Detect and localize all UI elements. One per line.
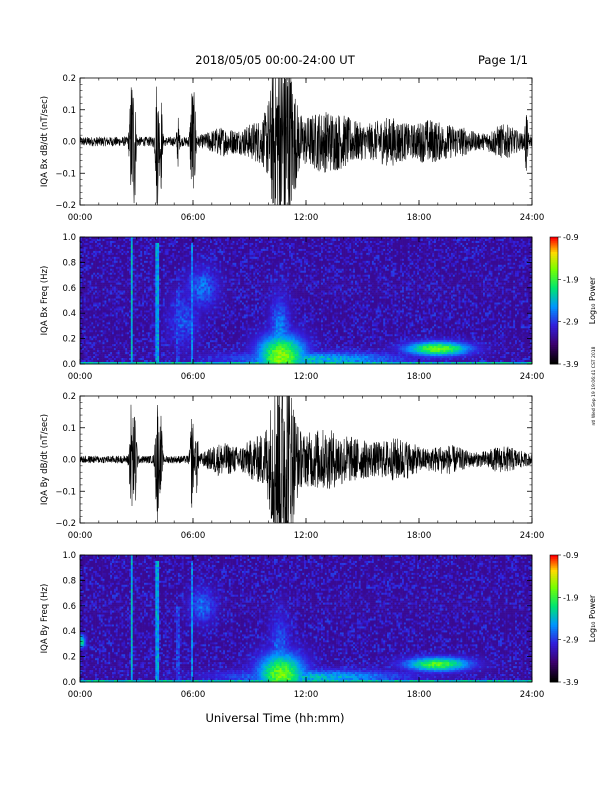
y-tick-label: 0.2	[62, 335, 76, 345]
colorbar-tick-label: -0.9	[563, 233, 579, 242]
y-tick-label: −0.2	[55, 519, 76, 529]
waveform-panel: 00:00 06:00 12:00 18:00 24:00 0.2 0.1 0.0 −0.1 −0…	[40, 74, 544, 223]
x-tick-label: 18:00	[407, 531, 432, 541]
y-tick-label: 0.1	[62, 424, 76, 434]
page-title: 2018/05/05 00:00-24:00 UT	[195, 53, 355, 67]
waveform-panel: 00:00 06:00 12:00 18:00 24:00 0.2 0.1 0.0 −0.1 −0…	[40, 392, 544, 541]
x-tick-label: 12:00	[294, 531, 319, 541]
y-tick-label: 0.6	[62, 284, 76, 294]
y-tick-label: 0.0	[62, 360, 76, 370]
x-tick-label: 12:00	[294, 372, 319, 382]
y-tick-label: 0.8	[62, 258, 76, 268]
heatmap-cells	[80, 237, 532, 364]
y-tick-label: −0.1	[55, 169, 76, 179]
y-tick-label: 0.2	[62, 392, 76, 402]
x-tick-label: 24:00	[520, 372, 545, 382]
y-tick-label: 0.2	[62, 653, 76, 663]
series-line	[80, 396, 532, 523]
side-timestamp: ntl Wed Sep 19 19:06:41 CST 2018	[591, 346, 597, 425]
y-tick-label: 0.4	[62, 309, 76, 319]
colorbar	[550, 555, 558, 682]
x-tick-label: 00:00	[68, 690, 93, 700]
y-tick-label: 0.8	[62, 576, 76, 586]
x-tick-label: 00:00	[68, 531, 93, 541]
y-tick-label: 0.0	[62, 456, 76, 466]
colorbar-tick-label: -3.9	[563, 360, 579, 369]
colorbar-tick-label: -2.9	[563, 318, 579, 327]
heatmap-cells	[80, 555, 532, 682]
y-tick-label: 0.2	[62, 74, 76, 84]
y-tick-label: 0.0	[62, 138, 76, 148]
colorbar-tick-label: -0.9	[563, 551, 579, 560]
spectrogram-panel: -0.9 -1.9 -2.9 -3.9 Log₁₀ Power 00:00 06:00 12:…	[40, 233, 597, 382]
x-tick-label: 24:00	[520, 531, 545, 541]
x-tick-label: 06:00	[181, 213, 206, 223]
panels-group: 00:00 06:00 12:00 18:00 24:00 0.2 0.1 0.0 −0.1 −0…	[40, 74, 597, 700]
x-tick-label: 24:00	[520, 213, 545, 223]
colorbar	[550, 237, 558, 364]
y-tick-label: 0.6	[62, 602, 76, 612]
y-tick-label: −0.1	[55, 487, 76, 497]
y-tick-label: 0.0	[62, 678, 76, 688]
x-tick-label: 18:00	[407, 213, 432, 223]
x-tick-label: 00:00	[68, 213, 93, 223]
colorbar-tick-label: -1.9	[563, 593, 579, 602]
colorbar-tick-label: -2.9	[563, 636, 579, 645]
x-tick-label: 00:00	[68, 372, 93, 382]
x-tick-label: 06:00	[181, 690, 206, 700]
y-axis-title: IQA By dB/dt (nT/sec)	[40, 414, 50, 505]
x-tick-label: 12:00	[294, 213, 319, 223]
colorbar-label: Log₁₀ Power	[588, 594, 597, 642]
x-tick-label: 12:00	[294, 690, 319, 700]
x-tick-label: 18:00	[407, 372, 432, 382]
y-tick-label: −0.2	[55, 201, 76, 211]
x-tick-label: 06:00	[181, 372, 206, 382]
x-tick-label: 06:00	[181, 531, 206, 541]
y-tick-label: 0.1	[62, 106, 76, 116]
page-number-label: Page 1/1	[478, 53, 528, 67]
y-tick-label: 0.4	[62, 627, 76, 637]
x-tick-label: 24:00	[520, 690, 545, 700]
colorbar-label: Log₁₀ Power	[588, 276, 597, 324]
colorbar-tick-label: -3.9	[563, 678, 579, 687]
y-tick-label: 1.0	[62, 233, 76, 243]
spectrogram-panel: -0.9 -1.9 -2.9 -3.9 Log₁₀ Power 00:00 06:00 12:…	[40, 551, 597, 700]
x-tick-label: 18:00	[407, 690, 432, 700]
x-axis-title: Universal Time (hh:mm)	[205, 711, 344, 725]
y-axis-title: IQA Bx Freq (Hz)	[40, 266, 50, 336]
y-axis-title: IQA By Freq (Hz)	[40, 584, 50, 654]
y-tick-label: 1.0	[62, 551, 76, 561]
series-line	[80, 78, 532, 205]
colorbar-tick-label: -1.9	[563, 275, 579, 284]
y-axis-title: IQA Bx dB/dt (nT/sec)	[40, 96, 50, 187]
